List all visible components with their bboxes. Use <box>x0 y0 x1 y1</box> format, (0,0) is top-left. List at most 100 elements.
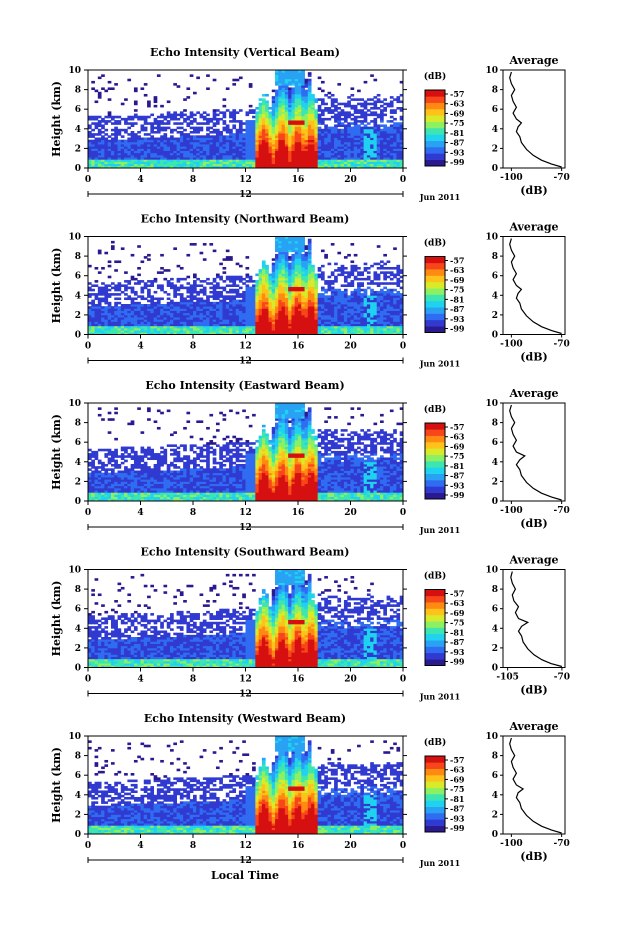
heatmap-cell <box>301 74 305 77</box>
heatmap-cell <box>124 323 128 327</box>
heatmap-cell <box>153 317 158 320</box>
heatmap-cell <box>304 148 309 151</box>
heatmap-cell <box>278 104 282 108</box>
heatmap-cell <box>196 301 200 305</box>
heatmap-cell <box>186 87 191 90</box>
heatmap-cell <box>117 146 122 149</box>
heatmap-cell <box>340 139 345 143</box>
heatmap-cell <box>291 137 296 141</box>
heatmap-cell <box>281 154 286 158</box>
heatmap-cell <box>127 323 132 327</box>
heatmap-cell <box>170 137 174 141</box>
heatmap-cell <box>242 122 246 125</box>
heatmap-cell <box>281 152 286 156</box>
heatmap-cell <box>215 332 220 335</box>
heatmap-cell <box>370 308 374 311</box>
heatmap-cell <box>288 314 292 318</box>
heatmap-cell <box>366 301 371 305</box>
heatmap-cell <box>278 249 282 253</box>
y-tick-label: 8 <box>75 86 81 96</box>
heatmap-cell <box>317 104 322 108</box>
heatmap-cell <box>399 157 403 160</box>
heatmap-cell <box>311 269 315 272</box>
heatmap-cell <box>153 277 158 281</box>
heatmap-cell <box>275 271 279 274</box>
heatmap-cell <box>94 152 99 156</box>
heatmap-cell <box>199 317 204 320</box>
heatmap-cell <box>288 264 292 268</box>
heatmap-cell <box>373 117 378 121</box>
heatmap-cell <box>370 319 374 322</box>
heatmap-cell <box>245 288 250 292</box>
heatmap-cell <box>179 135 184 138</box>
heatmap-cell <box>215 159 220 162</box>
heatmap-cell <box>242 304 246 307</box>
heatmap-cell <box>232 161 237 165</box>
heatmap-cell <box>380 159 384 162</box>
heatmap-cell <box>183 304 187 307</box>
heatmap-cell <box>284 111 289 114</box>
heatmap-cell <box>360 317 365 320</box>
heatmap-cell <box>330 293 335 296</box>
heatmap-cell <box>399 117 403 121</box>
heatmap-cell <box>301 117 305 121</box>
heatmap-cell <box>212 146 217 149</box>
heatmap-cell <box>245 135 250 138</box>
heatmap-cell <box>307 161 312 165</box>
heatmap-cell <box>265 327 269 331</box>
heatmap-cell <box>307 102 312 106</box>
heatmap-cell <box>353 159 358 162</box>
heatmap-cell <box>193 321 197 325</box>
heatmap-cell <box>288 144 292 147</box>
heatmap-cell <box>307 310 312 314</box>
heatmap-cell <box>366 299 371 303</box>
heatmap-cell <box>150 280 155 283</box>
heatmap-cell <box>389 159 394 162</box>
x-tick-label: 16 <box>292 175 305 185</box>
heatmap-cell <box>320 109 325 112</box>
heatmap-cell <box>275 165 279 168</box>
heatmap-cell <box>120 284 125 287</box>
heatmap-cell <box>229 314 233 318</box>
heatmap-cell <box>179 299 184 303</box>
heatmap-cell <box>357 130 361 134</box>
heatmap-cell <box>252 137 256 141</box>
heatmap-cell <box>294 104 299 108</box>
heatmap-cell <box>212 115 217 119</box>
heatmap-cell <box>189 126 194 130</box>
heatmap-cell <box>147 144 151 147</box>
heatmap-cell <box>307 280 312 283</box>
heatmap-cell <box>242 308 246 311</box>
heatmap-cell <box>298 325 302 329</box>
heatmap-cell <box>304 312 309 316</box>
heatmap-cell <box>229 159 233 162</box>
heatmap-cell <box>229 301 233 305</box>
heatmap-cell <box>238 152 243 156</box>
heatmap-cell <box>301 154 305 158</box>
heatmap-cell <box>258 282 263 285</box>
heatmap-cell <box>235 327 240 331</box>
heatmap-cell <box>314 317 319 320</box>
heatmap-cell <box>101 163 105 167</box>
heatmap-cell <box>147 258 151 261</box>
heatmap-cell <box>278 87 282 90</box>
heatmap-cell <box>215 306 220 309</box>
heatmap-cell <box>94 165 99 168</box>
heatmap-cell <box>261 280 266 283</box>
heatmap-cell <box>219 148 223 151</box>
heatmap-cell <box>294 120 299 123</box>
heatmap-cell <box>288 332 292 335</box>
heatmap-cell <box>196 332 200 335</box>
heatmap-cell <box>173 111 177 114</box>
heatmap-cell <box>383 137 387 141</box>
heatmap-cell <box>271 163 276 167</box>
heatmap-cell <box>137 150 141 154</box>
heatmap-cell <box>173 159 177 162</box>
heatmap-cell <box>156 286 161 290</box>
heatmap-cell <box>288 70 292 73</box>
heatmap-cell <box>252 163 256 167</box>
heatmap-cell <box>127 141 132 145</box>
heatmap-cell <box>271 148 276 151</box>
heatmap-cell <box>340 135 345 138</box>
heatmap-cell <box>294 277 299 281</box>
